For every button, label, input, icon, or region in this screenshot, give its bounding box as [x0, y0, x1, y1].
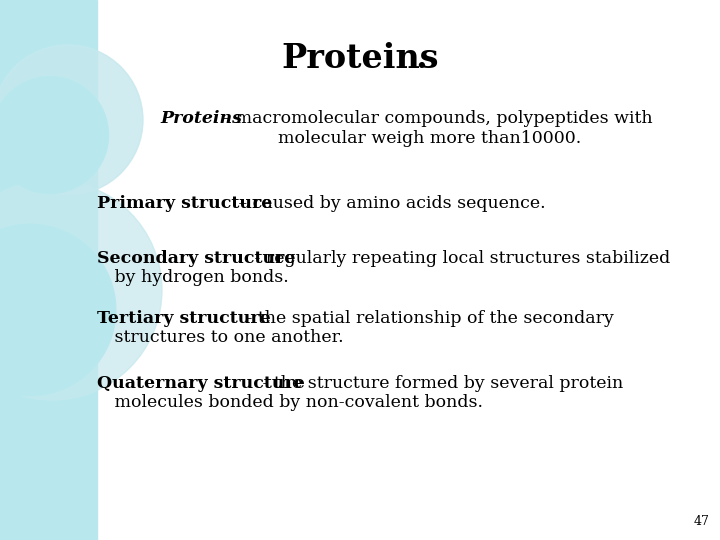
- Circle shape: [0, 77, 109, 193]
- Text: - the spatial relationship of the secondary: - the spatial relationship of the second…: [241, 310, 614, 327]
- Text: Proteins: Proteins: [160, 110, 242, 127]
- Text: Tertiary structure: Tertiary structure: [97, 310, 271, 327]
- Circle shape: [0, 45, 143, 195]
- Text: Quaternary structure: Quaternary structure: [97, 375, 305, 392]
- Text: molecules bonded by non-covalent bonds.: molecules bonded by non-covalent bonds.: [109, 394, 483, 411]
- Text: 47: 47: [694, 515, 710, 528]
- Text: - the structure formed by several protein: - the structure formed by several protei…: [257, 375, 624, 392]
- Circle shape: [0, 180, 162, 400]
- Text: Secondary structure: Secondary structure: [97, 250, 295, 267]
- Circle shape: [0, 224, 116, 396]
- Text: structures to one another.: structures to one another.: [109, 329, 343, 346]
- Text: Proteins: Proteins: [282, 42, 438, 75]
- Text: - regularly repeating local structures stabilized: - regularly repeating local structures s…: [249, 250, 670, 267]
- Text: .: .: [415, 42, 427, 75]
- Text: molecular weigh more than10000.: molecular weigh more than10000.: [279, 130, 582, 147]
- Text: – macromolecular compounds, polypeptides with: – macromolecular compounds, polypeptides…: [216, 110, 652, 127]
- Bar: [0, 0, 97, 540]
- Text: – caused by amino acids sequence.: – caused by amino acids sequence.: [233, 195, 546, 212]
- Text: by hydrogen bonds.: by hydrogen bonds.: [109, 269, 289, 286]
- Text: Primary structure: Primary structure: [97, 195, 272, 212]
